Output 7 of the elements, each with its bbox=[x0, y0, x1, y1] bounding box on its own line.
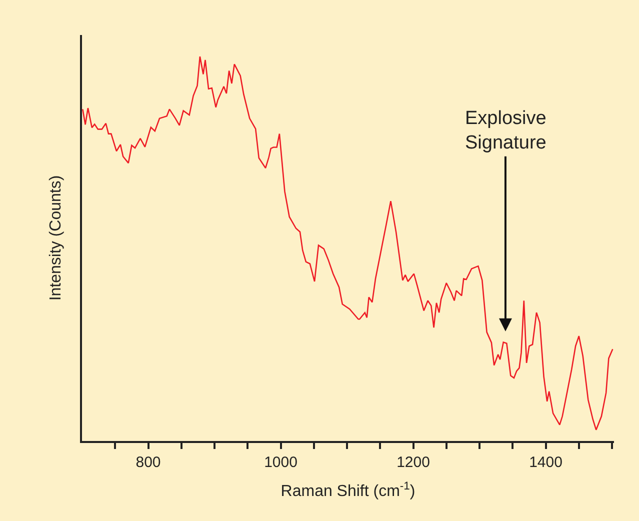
annotation: Explosive Signature bbox=[465, 108, 546, 154]
x-tick-label: 1000 bbox=[264, 454, 298, 471]
x-tick-label: 1200 bbox=[396, 454, 430, 471]
x-tick-label: 800 bbox=[136, 454, 161, 471]
y-axis-title: Intensity (Counts) bbox=[47, 175, 64, 301]
x-tick-label: 1400 bbox=[529, 454, 562, 471]
x-axis-title: Raman Shift (cm$^{-1}$) bbox=[280, 480, 416, 500]
